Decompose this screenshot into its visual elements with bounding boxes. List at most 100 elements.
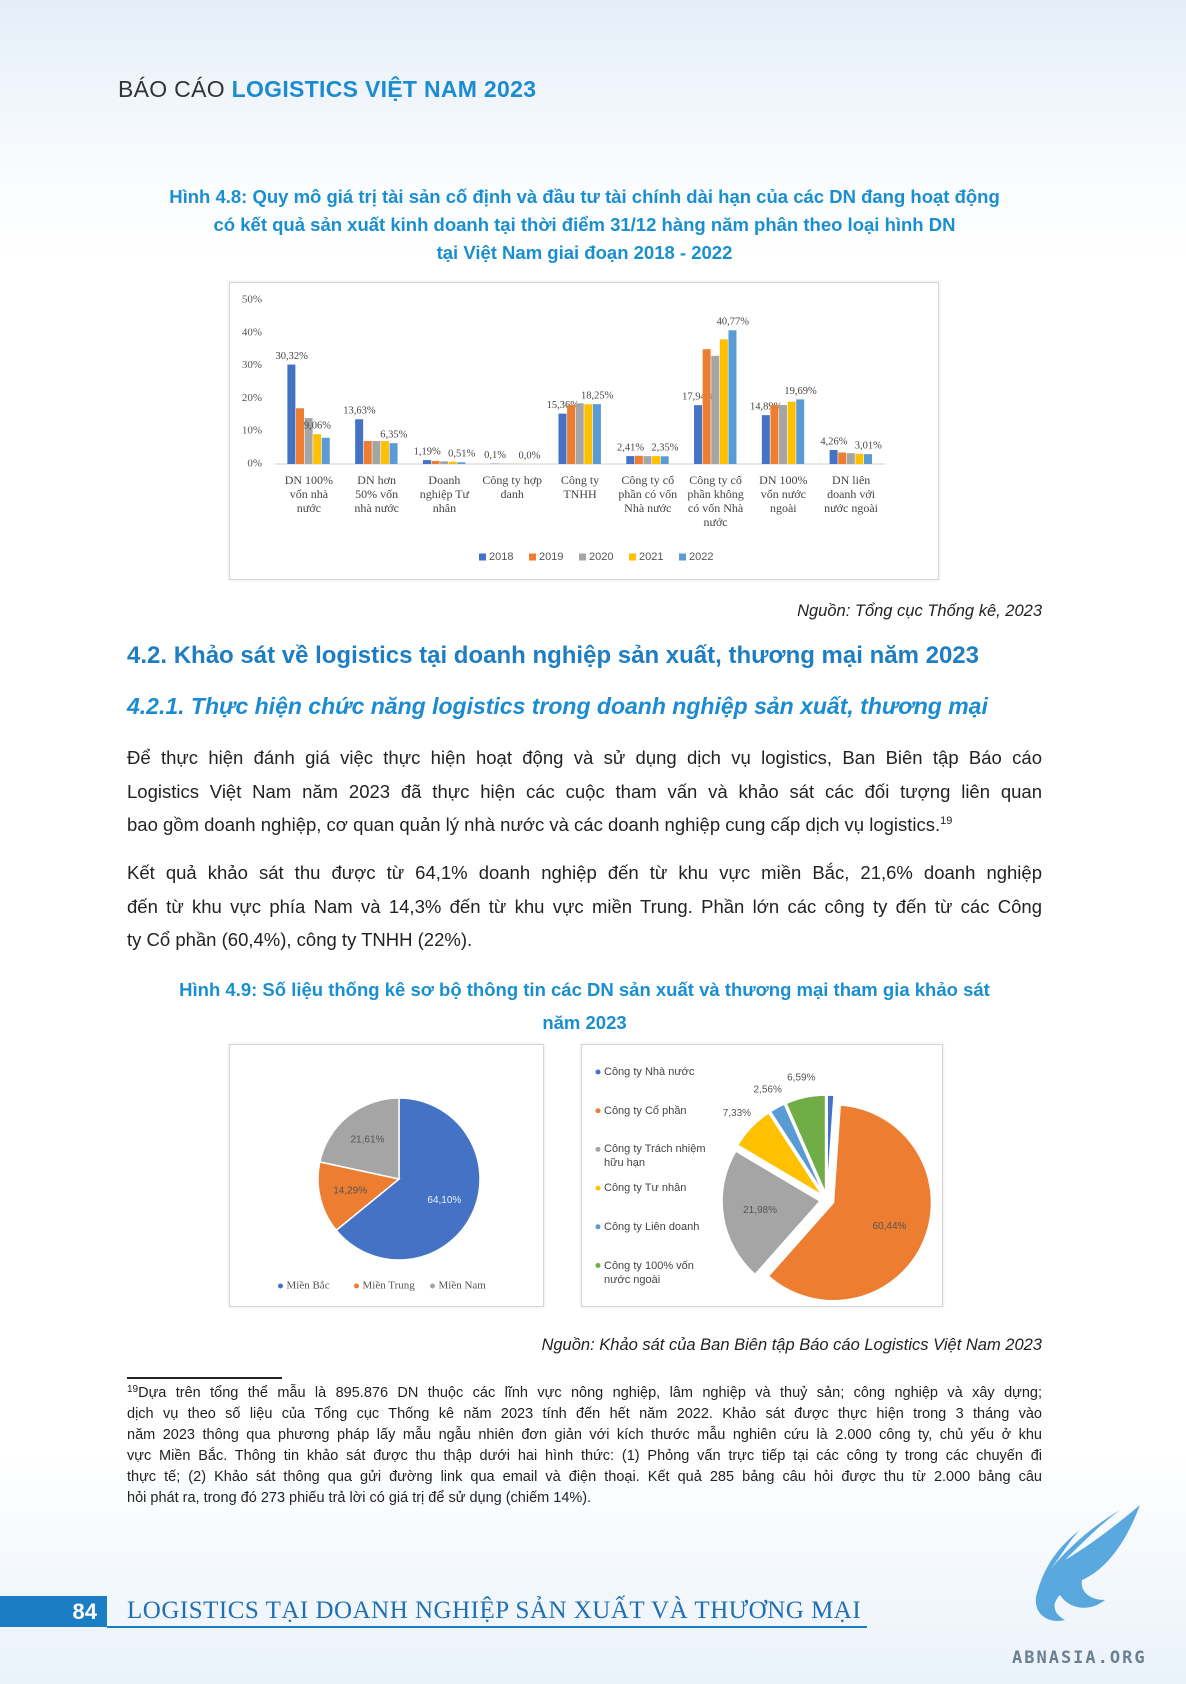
bar [440,461,449,464]
y-tick-label: 10% [242,425,262,437]
data-label: 15,36% [547,400,580,411]
text-line: đến từ khu vực phía Nam và 14,3% đến từ … [127,895,1042,917]
data-label: 13,63% [343,406,376,417]
pie-slice [335,1097,481,1261]
y-tick-label: 30% [242,359,262,371]
legend-label: Công ty 100% vốn nước ngoài [604,1259,694,1286]
bar [584,404,593,464]
data-label: 18,25% [581,391,614,402]
data-label: 1,19% [414,447,441,458]
chart-canvas: 0% 10% 20% 30% 40% 50% 30,32% 9,06% 13,63% 6,35% 1… [242,294,885,563]
x-tick-label: Công ty TNHH [560,473,600,501]
legend-swatch [430,1283,435,1289]
legend-swatch [529,553,536,561]
bar [363,441,372,464]
pie-slice [721,1150,822,1276]
running-header: BÁO CÁO LOGISTICS VIỆT NAM 2023 [118,76,536,103]
paragraph: Kết quả khảo sát thu được từ 64,1% doanh… [127,856,1042,957]
bar [702,349,711,464]
bar [652,456,661,464]
bar [592,404,601,464]
data-label: 19,69% [784,386,817,397]
legend-swatch [595,1224,601,1230]
legend-swatch [479,553,486,561]
bar [779,404,788,464]
caption-line: năm 2023 [542,1012,627,1033]
caption-line: Hình 4.8: Quy mô giá trị tài sản cố định… [169,186,1000,207]
chart-canvas: 64,10% 14,29% 21,61% Miền Bắc Miền Trung Miền… [278,1097,487,1292]
data-label: 6,59% [787,1072,815,1083]
footnote-rule [127,1377,282,1379]
legend-label: 2021 [639,551,663,563]
bar [643,456,652,464]
pie-slice [785,1094,827,1194]
legend-label: 2019 [539,551,563,563]
data-label: 14,29% [333,1185,367,1196]
text-line: Kết quả khảo sát thu được từ 64,1% doanh… [127,862,1042,883]
footnote-line: thực tế; (2) Khảo sát thông qua gửi đườn… [127,1469,1042,1485]
legend-label: 2018 [489,551,513,563]
legend-swatch [595,1146,601,1152]
bar [864,454,873,464]
footnote-line: hỏi phát ra, trong đó 273 phiếu trả lời … [127,1490,592,1506]
header-prefix: BÁO CÁO [118,76,225,102]
bar [711,355,720,464]
legend-label: Miền Nam [439,1280,487,1292]
bar [457,462,466,464]
x-tick-label: DN 100% vốn nhà nước [284,473,334,515]
bar [372,441,381,464]
footnote-line: dịch vụ theo số liệu của Tổng cục Thống … [127,1406,1042,1422]
legend-label: 2020 [589,551,613,563]
legend-label: Miền Trung [363,1280,416,1292]
data-label: 30,32% [276,351,309,362]
bar [626,456,635,464]
bar [321,437,330,464]
bar [770,404,779,464]
bar [694,405,703,464]
bar [796,399,805,464]
bar [787,401,796,464]
legend-label: Công ty Trách nhiệm hữu hạn [604,1143,706,1170]
bar [660,456,669,464]
bar [567,404,576,464]
x-tick-label: Doanh nghiệp Tư nhân [419,473,470,515]
legend-label: Công ty Tư nhân [604,1182,687,1195]
bar [728,330,737,464]
figure-source: Nguồn: Khảo sát của Ban Biên tập Báo cáo… [541,1336,1042,1354]
legend-swatch [595,1263,601,1268]
footer-title: LOGISTICS TẠI DOANH NGHIỆP SẢN XUẤT VÀ T… [127,1597,862,1624]
figure-source: Nguồn: Tổng cục Thống kê, 2023 [797,602,1042,620]
pie-slice [318,1097,400,1180]
watermark: ABNASIA.ORG [1012,1648,1147,1668]
bar-chart: 0% 10% 20% 30% 40% 50% 30,32% 9,06% 13,63% 6,35% 1… [229,282,939,580]
data-label: 0,51% [448,449,475,460]
logo-shape [1035,1505,1140,1621]
footer-line [107,1626,867,1628]
legend-swatch [679,553,686,561]
bar [838,452,847,464]
text-line: bao gồm doanh nghiệp, cơ quan quản lý nh… [127,808,1042,842]
text: Dựa trên tổng thể mẫu là 895.876 DN thuộ… [138,1385,1042,1401]
header-title: LOGISTICS VIỆT NAM 2023 [231,76,537,102]
y-tick-label: 0% [247,458,262,470]
x-tick-label: Công ty hợp danh [482,473,543,501]
pie-slice [736,1111,823,1196]
bar [829,450,838,464]
pie-slice [767,1104,933,1302]
data-label: 2,41% [617,443,644,454]
x-tick-label: DN liên doanh với nước ngoài [824,473,879,515]
legend-label: Công ty Nhà nước [604,1066,695,1078]
bar [304,418,313,464]
data-label: 2,35% [651,443,678,454]
bar [422,460,431,464]
page-number: 84 [0,1596,107,1627]
data-label: 21,98% [743,1205,777,1216]
caption-line: có kết quả sản xuất kinh doanh tại thời … [213,214,956,235]
legend-swatch [278,1283,283,1289]
bar [287,364,296,464]
data-label: 64,10% [427,1195,461,1206]
x-tick-label: Công ty cổ phần có vốn Nhà nước [618,473,678,515]
y-tick-label: 20% [242,392,262,404]
data-label: 6,35% [380,430,407,441]
bar [355,419,364,464]
